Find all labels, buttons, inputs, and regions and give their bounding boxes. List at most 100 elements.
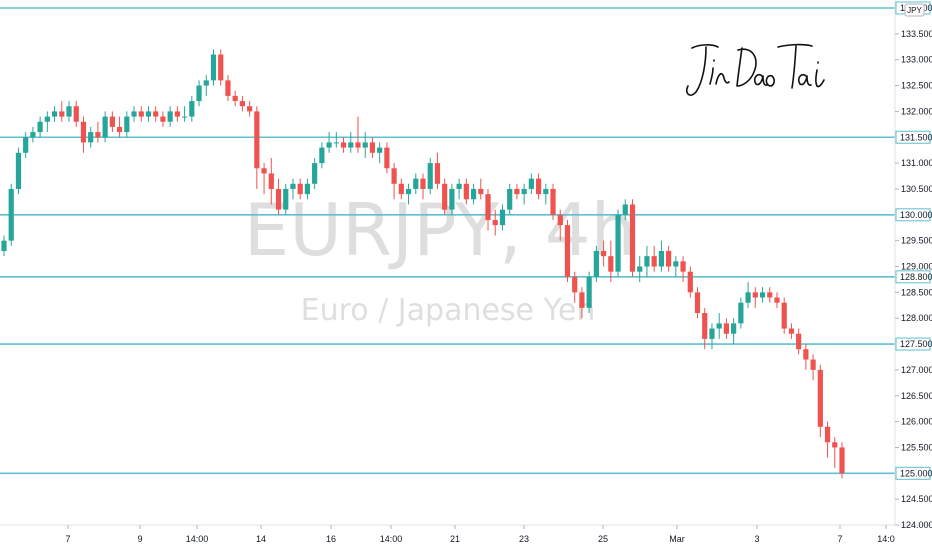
candle[interactable] xyxy=(196,80,202,107)
candle[interactable] xyxy=(131,106,137,122)
candle[interactable] xyxy=(297,178,303,200)
candle[interactable] xyxy=(116,116,123,138)
candle[interactable] xyxy=(138,106,144,122)
candle[interactable] xyxy=(59,101,65,122)
candle[interactable] xyxy=(673,256,679,277)
candle[interactable] xyxy=(420,173,426,200)
candle[interactable] xyxy=(543,183,549,205)
candle[interactable] xyxy=(384,142,390,174)
candle[interactable] xyxy=(174,106,180,122)
candle[interactable] xyxy=(702,307,708,350)
candle[interactable] xyxy=(261,163,267,195)
candle[interactable] xyxy=(102,111,108,143)
candle[interactable] xyxy=(247,101,253,117)
candle[interactable] xyxy=(153,106,159,122)
candle[interactable] xyxy=(774,292,780,308)
candle[interactable] xyxy=(232,90,238,107)
candle[interactable] xyxy=(832,437,838,469)
candle[interactable] xyxy=(824,421,831,458)
candle[interactable] xyxy=(658,240,664,272)
candle[interactable] xyxy=(629,199,636,277)
candle[interactable] xyxy=(796,328,802,355)
candle[interactable] xyxy=(160,111,166,127)
candle[interactable] xyxy=(651,245,657,272)
candle[interactable] xyxy=(362,132,368,158)
candle[interactable] xyxy=(637,256,643,283)
candle[interactable] xyxy=(73,101,79,127)
candle[interactable] xyxy=(759,287,766,303)
candle[interactable] xyxy=(182,106,188,122)
time-axis[interactable]: 7 9 14:00 14 16 14:00 21 23 25 Mar 3 7 14:0 xyxy=(65,525,895,544)
candle[interactable] xyxy=(572,271,578,303)
candle[interactable] xyxy=(167,106,173,127)
candle[interactable] xyxy=(810,354,816,381)
candle[interactable] xyxy=(723,318,730,339)
candle[interactable] xyxy=(218,49,224,86)
candle[interactable] xyxy=(817,364,823,438)
candle[interactable] xyxy=(478,178,484,200)
candle[interactable] xyxy=(687,266,693,298)
candle[interactable] xyxy=(788,323,795,339)
candle[interactable] xyxy=(203,75,209,96)
candle[interactable] xyxy=(463,178,469,205)
candle[interactable] xyxy=(434,152,441,189)
candle[interactable] xyxy=(586,271,592,314)
candle[interactable] xyxy=(564,219,571,283)
candle[interactable] xyxy=(145,106,152,122)
candle[interactable] xyxy=(593,245,599,283)
candle[interactable] xyxy=(369,137,376,158)
candle[interactable] xyxy=(124,111,130,138)
candle[interactable] xyxy=(622,199,628,220)
candle[interactable] xyxy=(499,204,506,231)
candle[interactable] xyxy=(44,111,50,133)
candle[interactable] xyxy=(449,183,455,215)
candle[interactable] xyxy=(210,49,217,86)
candle[interactable] xyxy=(601,240,607,267)
candle[interactable] xyxy=(391,163,397,200)
candle[interactable] xyxy=(514,183,520,200)
candle[interactable] xyxy=(709,323,715,350)
candle[interactable] xyxy=(109,111,115,133)
candle[interactable] xyxy=(95,121,101,143)
candle[interactable] xyxy=(644,245,650,277)
candle[interactable] xyxy=(189,95,195,122)
candle[interactable] xyxy=(1,235,7,257)
candle[interactable] xyxy=(333,132,339,148)
candle[interactable] xyxy=(405,183,412,205)
candle[interactable] xyxy=(492,209,498,236)
candle[interactable] xyxy=(348,132,354,153)
price-axis[interactable]: 124.000 124.500 125.500 126.000 126.500 127.0… xyxy=(895,29,932,530)
candle[interactable] xyxy=(470,183,477,205)
candle[interactable] xyxy=(680,256,686,283)
candle[interactable] xyxy=(355,116,361,153)
candle[interactable] xyxy=(312,157,318,189)
candle[interactable] xyxy=(427,157,433,195)
candle[interactable] xyxy=(781,297,787,334)
candle[interactable] xyxy=(507,183,513,215)
candle[interactable] xyxy=(557,209,563,241)
candle[interactable] xyxy=(30,126,36,143)
candle[interactable] xyxy=(66,101,72,122)
candle[interactable] xyxy=(608,240,614,283)
candle[interactable] xyxy=(225,75,231,102)
candle[interactable] xyxy=(456,178,462,200)
candle[interactable] xyxy=(23,132,29,158)
candle[interactable] xyxy=(745,282,751,308)
candle[interactable] xyxy=(326,132,332,153)
candle[interactable] xyxy=(752,287,758,308)
candle[interactable] xyxy=(319,142,325,169)
candle[interactable] xyxy=(37,116,43,138)
candle[interactable] xyxy=(716,313,722,339)
candle[interactable] xyxy=(413,173,419,195)
candle[interactable] xyxy=(304,178,311,200)
candle[interactable] xyxy=(254,106,260,189)
candle[interactable] xyxy=(694,287,701,319)
candle[interactable] xyxy=(51,106,58,122)
candle[interactable] xyxy=(485,188,491,231)
candle[interactable] xyxy=(666,245,672,272)
candle[interactable] xyxy=(398,178,404,200)
candle[interactable] xyxy=(803,344,809,370)
candle[interactable] xyxy=(88,126,94,148)
candle[interactable] xyxy=(839,442,845,479)
candle[interactable] xyxy=(535,173,542,200)
